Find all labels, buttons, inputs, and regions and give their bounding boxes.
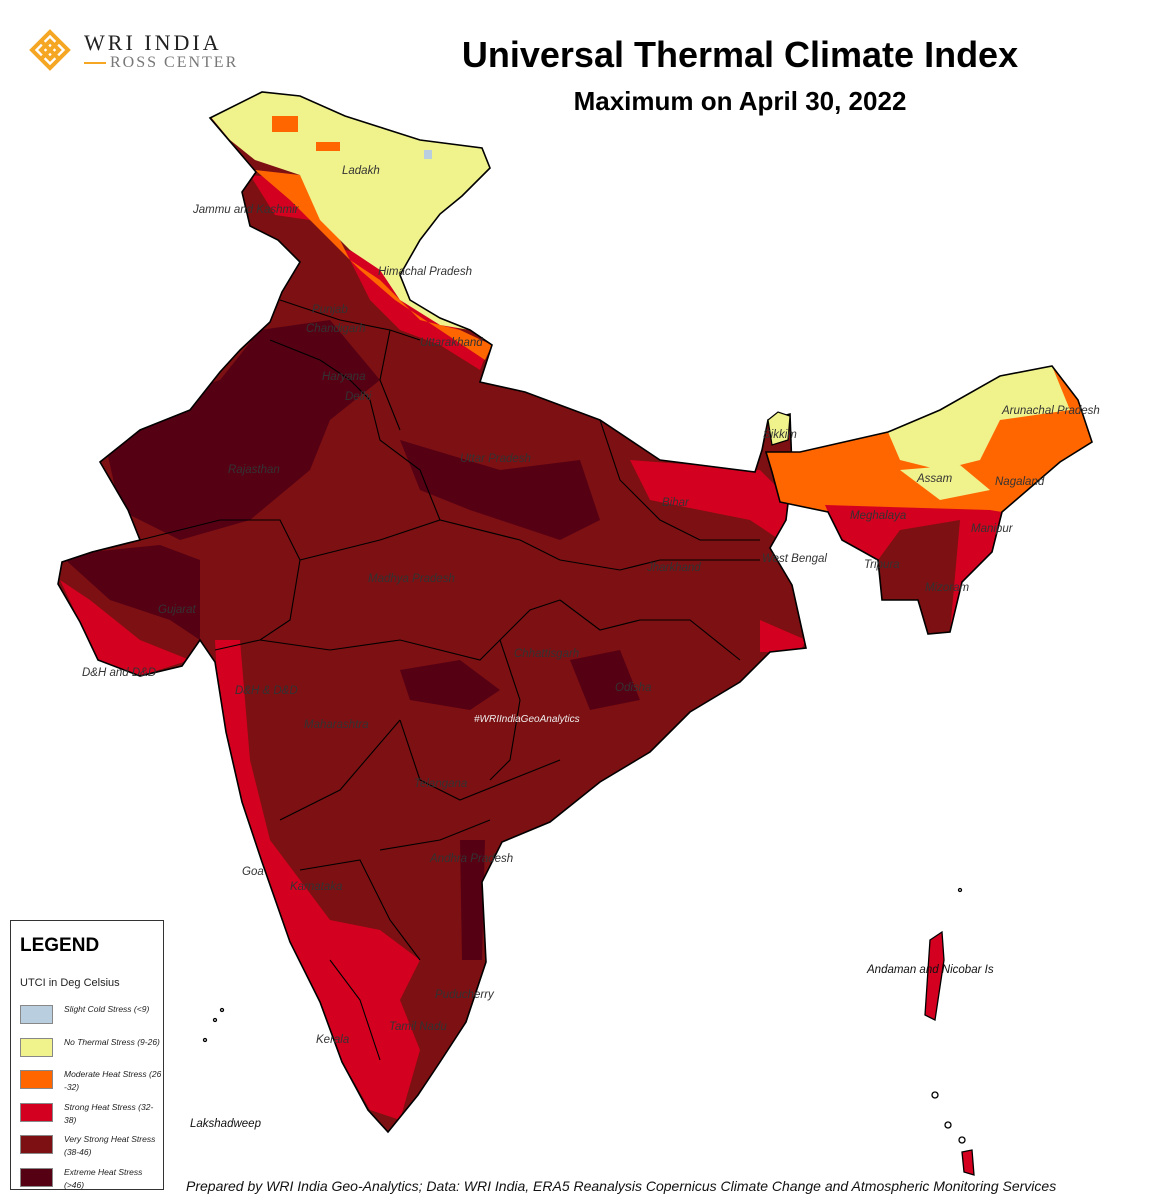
state-label: Madhya Pradesh — [368, 573, 455, 585]
state-label: D&H & D&D — [235, 685, 298, 697]
state-label: Goa — [242, 866, 264, 878]
logo-line2: ROSS CENTER — [84, 54, 238, 72]
island-dot — [958, 1136, 966, 1144]
state-label: Assam — [917, 473, 953, 485]
strong-heat-bihar-wb — [630, 460, 790, 540]
state-label: Gujarat — [158, 604, 196, 616]
state-label: Tamil Nadu — [389, 1021, 447, 1033]
no-thermal-stress-arunachal — [888, 366, 1070, 470]
wri-india-logo: WRI INDIA ROSS CENTER — [28, 28, 248, 78]
state-label: Chandigarh — [306, 323, 366, 335]
state-label: Meghalaya — [850, 510, 907, 522]
state-label: Bihar — [662, 497, 689, 509]
andaman-islands — [924, 930, 945, 1021]
island-dot — [944, 1121, 952, 1129]
extreme-heat-gujarat — [60, 545, 200, 640]
state-label: Tripura — [864, 559, 900, 571]
legend-item: Extreme Heat Stress (>46) — [20, 1166, 160, 1196]
legend-swatch — [20, 1135, 53, 1154]
legend-swatch — [20, 1005, 53, 1024]
moderate-heat-patch-3 — [316, 142, 340, 151]
strong-heat-sundarbans — [760, 620, 806, 652]
legend-label: Slight Cold Stress (<9) — [64, 1004, 150, 1014]
legend-swatch — [20, 1102, 53, 1122]
state-boundaries — [139, 299, 760, 1061]
state-label: D&H and D&D — [82, 667, 157, 679]
state-label: Lakshadweep — [190, 1118, 261, 1130]
state-label: Maharashtra — [304, 719, 369, 731]
moderate-heat-patch-2 — [272, 116, 298, 132]
extreme-heat-rajasthan — [100, 320, 380, 540]
legend-item: Very Strong Heat Stress (38-46) — [20, 1133, 160, 1163]
legend-item: No Thermal Stress (9-26) — [20, 1036, 160, 1066]
map-title: Universal Thermal Climate Index — [461, 34, 1019, 75]
state-label: Puducherry — [435, 989, 494, 1001]
legend-subtitle: UTCI in Deg Celsius — [20, 977, 120, 989]
extreme-heat-odisha — [570, 650, 640, 710]
legend-label: Strong Heat Stress (32-38) — [64, 1101, 154, 1125]
state-label: Nagaland — [995, 476, 1045, 488]
lakshadweep-dot — [202, 1037, 208, 1043]
state-label: Karnataka — [290, 881, 343, 893]
state-label: Arunachal Pradesh — [1002, 405, 1100, 417]
island-dot — [957, 887, 963, 893]
legend-label: Moderate Heat Stress (26 -32) — [64, 1069, 162, 1092]
lakshadweep-dot — [219, 1007, 225, 1013]
state-label: Andaman and Nicobar Is — [867, 964, 994, 976]
slight-cold-patch — [424, 150, 432, 159]
state-label: Uttar Pradesh — [460, 453, 531, 465]
legend-item: Strong Heat Stress (32-38) — [20, 1101, 160, 1131]
legend-label: No Thermal Stress (9-26) — [64, 1036, 160, 1047]
island-groups — [202, 887, 975, 1176]
map-subtitle: Maximum on April 30, 2022 — [573, 86, 907, 116]
sikkim-region — [767, 411, 791, 446]
logo-line1: WRI INDIA — [84, 30, 222, 55]
state-label: Rajasthan — [228, 464, 280, 476]
legend-item: Moderate Heat Stress (26 -32) — [20, 1068, 161, 1098]
island-dot — [931, 1091, 939, 1099]
state-label: Ladakh — [342, 165, 380, 177]
legend-label: Extreme Heat Stress (>46) — [64, 1166, 143, 1190]
legend-swatch — [20, 1037, 53, 1057]
state-label: Chhattisgarh — [514, 648, 580, 660]
strong-heat-kutch — [60, 580, 190, 676]
moderate-heat-himalaya — [255, 170, 492, 360]
no-thermal-stress-ladakh — [205, 92, 490, 330]
extreme-heat-ap-coast — [460, 840, 485, 960]
state-label: Himachal Pradesh — [378, 266, 472, 278]
no-thermal-stress-assam — [900, 465, 990, 500]
state-label: Jammu and Kashmir — [193, 204, 299, 216]
legend-title: LEGEND — [20, 935, 100, 956]
state-label: West Bengal — [762, 553, 827, 565]
legend-label: Very Strong Heat Stress (38-46) — [64, 1134, 156, 1157]
state-label: Delhi — [345, 391, 372, 403]
legend-swatch — [20, 1167, 53, 1187]
state-label: Mizoram — [925, 582, 970, 594]
strong-heat-west-coast — [215, 640, 420, 1120]
very-strong-heat-tripura-mizoram — [878, 520, 960, 634]
state-label: Manipur — [971, 523, 1013, 535]
state-label: Telangana — [414, 778, 468, 790]
legend-swatch — [20, 1070, 53, 1089]
state-label: Kerala — [316, 1034, 350, 1046]
lakshadweep-dot — [212, 1017, 218, 1023]
data-credit: Prepared by WRI India Geo-Analytics; Dat… — [186, 1178, 1057, 1194]
logo-knot-icon — [29, 29, 71, 71]
state-label: Jharkhand — [647, 562, 701, 574]
state-label: Uttarakhand — [420, 337, 483, 349]
legend-item: Slight Cold Stress (<9) — [20, 1003, 160, 1033]
extreme-heat-central — [400, 660, 500, 710]
watermark-hashtag: #WRIIndiaGeoAnalytics — [474, 714, 580, 725]
state-label: Odisha — [615, 682, 652, 694]
extreme-heat-up — [400, 440, 600, 540]
legend: LEGEND UTCI in Deg Celsius Slight Cold S… — [10, 920, 164, 1190]
state-label: Andhra Pradesh — [430, 853, 514, 865]
state-label: Punjab — [312, 304, 348, 316]
state-label: Sikkim — [763, 429, 797, 441]
state-label: Haryana — [322, 371, 366, 383]
nicobar-islands — [961, 1149, 975, 1176]
northeast-heat-layer — [766, 366, 1092, 634]
